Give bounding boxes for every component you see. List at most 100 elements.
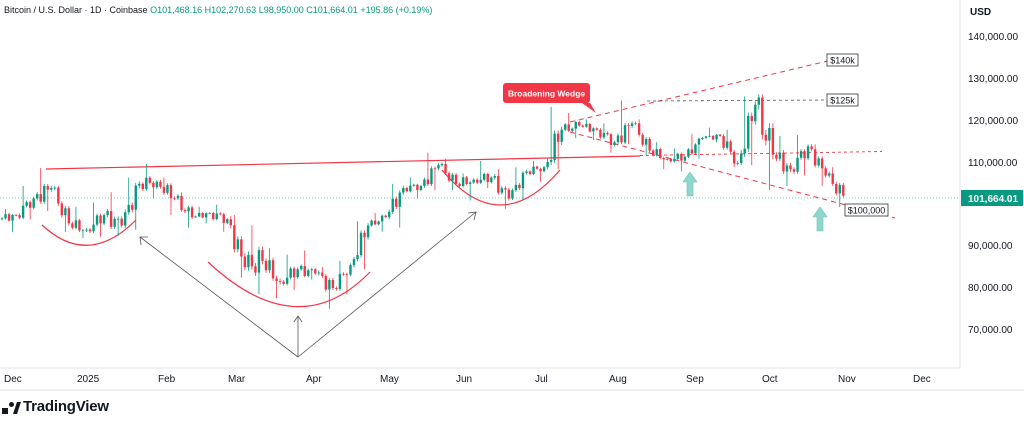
candle-body xyxy=(275,278,278,281)
candle-body xyxy=(250,254,254,267)
candle-body xyxy=(736,163,739,164)
candle-body xyxy=(725,141,729,148)
candle-body xyxy=(155,181,159,188)
tradingview-logo[interactable]: TradingView xyxy=(2,398,109,415)
time-tick-label: Aug xyxy=(609,374,627,385)
candle-body xyxy=(18,215,21,218)
up-arrow-icon xyxy=(812,206,828,232)
candle-body xyxy=(648,139,651,151)
candle-body xyxy=(732,151,736,164)
candle-body xyxy=(806,146,810,159)
time-axis[interactable]: Dec 2025 Feb Mar Apr May Jun Jul Aug Sep… xyxy=(4,374,931,385)
candle-body xyxy=(296,269,299,278)
candle-body xyxy=(74,220,78,228)
candle-body xyxy=(356,255,359,260)
candle-body xyxy=(468,182,472,184)
candle-body xyxy=(113,218,116,227)
candle-body xyxy=(53,187,56,189)
candle-body xyxy=(838,184,841,194)
candle-body xyxy=(36,194,39,199)
candle-body xyxy=(321,272,324,276)
candle-body xyxy=(704,136,708,139)
candle-body xyxy=(317,272,320,274)
candle-body xyxy=(673,158,676,162)
tradingview-logo-icon xyxy=(2,400,21,414)
candle-body xyxy=(507,189,511,199)
candle-body xyxy=(124,212,127,226)
candle-body xyxy=(32,198,35,208)
candle-body xyxy=(585,123,588,127)
candle-body xyxy=(479,179,482,183)
candle-body xyxy=(437,165,440,169)
candle-body xyxy=(680,153,683,161)
candle-body xyxy=(0,218,4,220)
candle-body xyxy=(257,250,261,273)
wedge-label-pointer xyxy=(582,103,596,113)
candle-body xyxy=(637,123,641,135)
candle-body xyxy=(743,148,746,154)
candle-body xyxy=(785,165,789,172)
time-tick-label: Apr xyxy=(306,374,322,385)
candle-body xyxy=(532,166,535,175)
candle-body xyxy=(574,122,577,129)
candle-body xyxy=(817,158,820,166)
candle-body xyxy=(641,134,644,145)
target-140k-box[interactable] xyxy=(826,53,859,67)
candle-body xyxy=(377,221,380,225)
neckline-extension xyxy=(639,151,883,156)
candle-body xyxy=(444,163,447,174)
candle-body xyxy=(64,208,67,216)
price-tick-label: 80,000.00 xyxy=(968,283,1013,294)
candle-body xyxy=(711,135,715,140)
neckline xyxy=(45,155,641,170)
high-value: H102,270.63 xyxy=(204,5,257,15)
candle-body xyxy=(423,179,426,186)
candle-body xyxy=(314,269,317,274)
time-tick-label: Jun xyxy=(456,374,472,385)
last-price-label: 101,664.01 xyxy=(968,194,1018,205)
candle-body xyxy=(88,229,92,232)
candle-body xyxy=(402,188,405,193)
candle-body xyxy=(222,214,225,223)
candle-body xyxy=(669,158,672,162)
candle-body xyxy=(282,281,285,284)
target-100k-box[interactable] xyxy=(844,203,889,217)
candle-body xyxy=(500,188,504,193)
candle-body xyxy=(148,177,152,183)
candle-body xyxy=(159,181,162,187)
target-100k-label: $100,000 xyxy=(848,206,886,216)
candle-body xyxy=(190,207,194,218)
wedge-label-bg[interactable] xyxy=(503,83,590,103)
candle-body xyxy=(28,202,32,208)
candle-body xyxy=(243,256,247,268)
candle-body xyxy=(102,215,106,224)
candle-body xyxy=(761,97,764,135)
candle-body xyxy=(483,173,486,180)
candle-body xyxy=(310,269,313,271)
candle-body xyxy=(43,186,46,202)
candle-body xyxy=(518,184,521,189)
candle-body xyxy=(409,185,412,192)
candle-body xyxy=(627,125,630,127)
target-125k-line xyxy=(646,99,828,102)
candle-body xyxy=(556,133,560,142)
candle-body xyxy=(514,184,518,191)
candle-body xyxy=(824,168,827,176)
candle-body xyxy=(416,184,419,191)
candle-body xyxy=(342,273,345,275)
price-axis[interactable]: USD 140,000.00 130,000.00 120,000.00 110… xyxy=(961,7,1023,336)
target-140k-label: $140k xyxy=(830,56,855,66)
candle-body xyxy=(588,123,592,132)
candle-body xyxy=(828,173,831,176)
candle-body xyxy=(497,176,500,193)
candle-body xyxy=(328,279,331,290)
candle-body xyxy=(606,132,609,135)
time-tick-label: Sep xyxy=(686,374,704,385)
target-125k-box[interactable] xyxy=(826,93,859,107)
candle-body xyxy=(458,183,461,186)
candle-body xyxy=(525,171,528,173)
symbol-legend[interactable]: Bitcoin / U.S. Dollar · 1D · Coinbase O1… xyxy=(4,5,432,15)
candle-body xyxy=(204,213,208,218)
pointer-arrow-head xyxy=(467,211,477,221)
